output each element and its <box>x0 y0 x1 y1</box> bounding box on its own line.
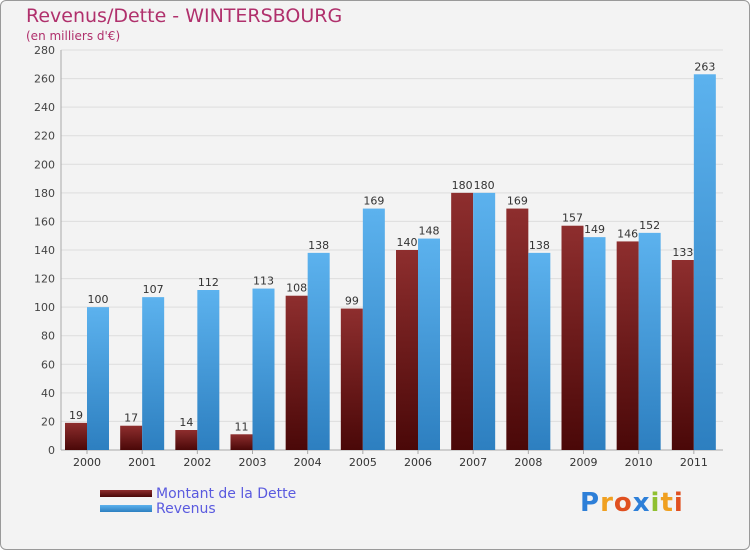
data-label-dette-2011: 133 <box>672 246 693 259</box>
proxiti-logo: Proxiti <box>580 488 684 518</box>
bar-dette-2000 <box>65 422 87 450</box>
bar-revenus-2007 <box>473 192 496 450</box>
logo-letter: r <box>600 488 614 518</box>
x-tick-label-2001: 2001 <box>128 456 156 469</box>
bar-revenus-2003 <box>252 288 275 450</box>
x-tick-label-2006: 2006 <box>404 456 432 469</box>
bar-dette-2009 <box>561 225 584 450</box>
y-tick-label-240: 240 <box>34 101 55 114</box>
logo-letter: i <box>673 488 684 518</box>
chart-title: Revenus/Dette - WINTERSBOURG <box>26 5 343 27</box>
data-label-revenus-2003: 113 <box>253 275 274 288</box>
x-tick-label-2003: 2003 <box>239 456 267 469</box>
data-label-revenus-2002: 112 <box>198 276 219 289</box>
y-tick-label-260: 260 <box>34 73 55 86</box>
data-label-revenus-2006: 148 <box>419 225 440 238</box>
y-tick-label-160: 160 <box>34 215 55 228</box>
y-tick-label-200: 200 <box>34 158 55 171</box>
bar-dette-2004 <box>285 295 308 450</box>
legend-label-dette: Montant de la Dette <box>156 485 297 502</box>
legend-swatch-revenus <box>100 505 152 512</box>
data-label-revenus-2008: 138 <box>529 239 550 252</box>
x-tick-label-2010: 2010 <box>625 456 653 469</box>
data-label-dette-2002: 14 <box>179 416 193 429</box>
bar-dette-2001 <box>120 425 143 450</box>
x-tick-label-2007: 2007 <box>459 456 487 469</box>
y-tick-label-20: 20 <box>41 415 55 428</box>
data-label-dette-2006: 140 <box>397 236 418 249</box>
data-label-dette-2009: 157 <box>562 212 583 225</box>
bar-revenus-2004 <box>307 252 330 450</box>
data-label-dette-2010: 146 <box>617 227 638 240</box>
bar-revenus-2011 <box>693 74 716 451</box>
data-label-dette-2005: 99 <box>345 295 359 308</box>
data-label-revenus-2009: 149 <box>584 223 605 236</box>
data-label-revenus-2010: 152 <box>639 219 660 232</box>
data-label-revenus-2005: 169 <box>363 195 384 208</box>
bar-revenus-2005 <box>362 208 385 450</box>
bar-dette-2011 <box>671 260 694 450</box>
data-label-dette-2004: 108 <box>286 282 307 295</box>
y-tick-label-100: 100 <box>34 301 55 314</box>
data-label-revenus-2001: 107 <box>143 283 164 296</box>
x-tick-label-2008: 2008 <box>514 456 542 469</box>
x-tick-label-2002: 2002 <box>183 456 211 469</box>
bar-dette-2003 <box>230 434 253 450</box>
chart-subtitle: (en milliers d'€) <box>26 29 121 43</box>
bar-dette-2010 <box>616 241 639 450</box>
data-label-dette-2000: 19 <box>69 409 83 422</box>
y-tick-label-120: 120 <box>34 273 55 286</box>
y-tick-label-280: 280 <box>34 44 55 57</box>
bar-revenus-2002 <box>197 290 220 450</box>
x-tick-label-2004: 2004 <box>294 456 322 469</box>
data-label-dette-2003: 11 <box>235 420 249 433</box>
data-label-dette-2007: 180 <box>452 179 473 192</box>
bar-revenus-2010 <box>638 232 661 450</box>
logo-letter: t <box>660 488 674 518</box>
y-tick-label-0: 0 <box>48 444 55 457</box>
bar-dette-2006 <box>396 250 418 450</box>
data-label-revenus-2007: 180 <box>474 179 495 192</box>
legend: Montant de la Dette Revenus <box>100 485 297 517</box>
bar-revenus-2008 <box>528 252 551 450</box>
x-tick-label-2009: 2009 <box>570 456 598 469</box>
legend-item-revenus: Revenus <box>100 500 296 517</box>
logo-letter: x <box>632 488 651 518</box>
data-label-dette-2008: 169 <box>507 195 528 208</box>
legend-label-revenus: Revenus <box>156 500 216 517</box>
data-label-revenus-2004: 138 <box>308 239 329 252</box>
data-label-revenus-2000: 100 <box>88 293 109 306</box>
data-label-dette-2001: 17 <box>124 412 138 425</box>
bar-revenus-2000 <box>87 307 109 450</box>
bar-dette-2005 <box>340 308 363 450</box>
bar-dette-2007 <box>451 192 474 450</box>
bar-dette-2008 <box>506 208 529 450</box>
y-tick-label-60: 60 <box>41 358 55 371</box>
bar-revenus-2009 <box>583 237 606 450</box>
logo-letter: P <box>580 488 601 518</box>
x-tick-label-2011: 2011 <box>680 456 708 469</box>
y-tick-label-220: 220 <box>34 130 55 143</box>
x-tick-label-2000: 2000 <box>73 456 101 469</box>
data-label-revenus-2011: 263 <box>694 60 715 73</box>
logo-letter: i <box>650 488 661 518</box>
y-tick-label-180: 180 <box>34 187 55 200</box>
y-tick-label-80: 80 <box>41 330 55 343</box>
y-tick-label-40: 40 <box>41 387 55 400</box>
logo-letter: o <box>613 488 633 518</box>
x-tick-label-2005: 2005 <box>349 456 377 469</box>
legend-item-dette: Montant de la Dette <box>100 485 297 502</box>
bar-dette-2002 <box>175 430 198 450</box>
bar-revenus-2001 <box>142 297 165 450</box>
y-tick-label-140: 140 <box>34 244 55 257</box>
legend-swatch-dette <box>100 490 152 497</box>
bar-revenus-2006 <box>418 238 440 450</box>
